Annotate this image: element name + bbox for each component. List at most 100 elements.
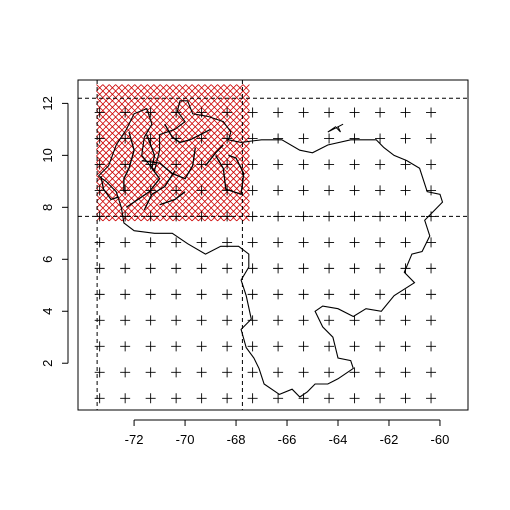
fine-cross-marker	[230, 207, 237, 215]
fine-cross-marker	[223, 168, 231, 176]
fine-cross-marker	[102, 123, 110, 131]
fine-cross-marker	[185, 201, 193, 209]
fine-cross-marker	[147, 84, 155, 92]
coarse-plus-marker	[375, 159, 386, 170]
coarse-plus-marker	[222, 159, 233, 170]
fine-cross-marker	[115, 175, 123, 183]
fine-cross-marker	[140, 207, 148, 215]
fine-cross-marker	[198, 155, 206, 163]
fine-cross-marker	[166, 110, 174, 118]
coarse-plus-marker	[324, 107, 335, 118]
fine-cross-marker	[204, 103, 212, 111]
fine-cross-marker	[242, 175, 250, 183]
fine-cross-marker	[217, 194, 225, 202]
coarse-plus-marker	[171, 107, 182, 118]
fine-cross-marker	[134, 207, 142, 215]
coarse-plus-marker	[273, 237, 284, 248]
coarse-plus-marker	[171, 393, 182, 404]
fine-cross-marker	[128, 103, 136, 111]
fine-cross-marker	[223, 142, 231, 150]
fine-cross-marker	[198, 103, 206, 111]
fine-cross-marker	[230, 181, 237, 189]
coarse-plus-marker	[120, 315, 131, 326]
coarse-plus-marker	[400, 367, 411, 378]
fine-cross-marker	[108, 90, 116, 98]
fine-cross-marker	[159, 175, 167, 183]
fine-cross-marker	[191, 188, 199, 196]
coarse-plus-marker	[94, 341, 105, 352]
fine-cross-marker	[217, 103, 225, 111]
fine-cross-marker	[185, 123, 193, 131]
fine-cross-marker	[102, 162, 110, 170]
coarse-plus-marker	[171, 133, 182, 144]
fine-cross-marker	[166, 155, 174, 163]
fine-cross-marker	[230, 129, 237, 137]
coarse-plus-marker	[298, 237, 309, 248]
coarse-plus-marker	[247, 107, 258, 118]
fine-cross-marker	[166, 142, 174, 150]
fine-cross-marker	[121, 168, 129, 176]
fine-cross-marker	[230, 214, 237, 222]
fine-cross-marker	[121, 194, 129, 202]
fine-cross-marker	[230, 149, 237, 157]
coarse-plus-marker	[426, 159, 437, 170]
coarse-plus-marker	[349, 341, 360, 352]
y-axis: 2 4 6 8 10 12	[40, 96, 69, 367]
coarse-plus-marker	[196, 159, 207, 170]
fine-cross-marker	[121, 181, 129, 189]
fine-cross-marker	[179, 149, 186, 157]
fine-cross-marker	[191, 149, 199, 157]
coarse-plus-marker	[196, 263, 207, 274]
fine-cross-marker	[166, 214, 174, 222]
coarse-plus-marker	[298, 263, 309, 274]
fine-cross-marker	[198, 168, 206, 176]
fine-cross-marker	[230, 162, 237, 170]
fine-cross-marker	[153, 123, 161, 131]
fine-cross-marker	[115, 181, 123, 189]
fine-cross-marker	[172, 116, 180, 124]
fine-cross-marker	[102, 136, 110, 144]
fine-cross-marker	[230, 142, 237, 150]
fine-cross-marker	[230, 194, 237, 202]
coarse-plus-marker	[222, 289, 233, 300]
coarse-plus-marker	[196, 367, 207, 378]
coarse-plus-marker	[247, 367, 258, 378]
fine-cross-marker	[198, 194, 206, 202]
coarse-plus-marker	[349, 185, 360, 196]
fine-cross-marker	[108, 175, 116, 183]
y-tick-label: 12	[40, 96, 55, 110]
coarse-plus-marker	[120, 341, 131, 352]
coarse-plus-marker	[171, 263, 182, 274]
fine-cross-marker	[115, 103, 123, 111]
y-tick-label: 10	[40, 148, 55, 162]
coarse-plus-marker	[273, 367, 284, 378]
island-outline	[327, 123, 344, 133]
coarse-plus-marker	[120, 393, 131, 404]
fine-cross-marker	[134, 129, 142, 137]
fine-cross-marker	[223, 103, 231, 111]
fine-cross-marker	[140, 90, 148, 98]
fine-cross-marker	[166, 162, 174, 170]
fine-cross-marker	[191, 103, 199, 111]
fine-cross-marker	[159, 110, 167, 118]
fine-cross-marker	[242, 142, 250, 150]
coarse-plus-marker	[222, 133, 233, 144]
fine-cross-marker	[198, 201, 206, 209]
fine-cross-marker	[198, 116, 206, 124]
internal-border-line	[164, 123, 211, 144]
fine-cross-marker	[108, 103, 116, 111]
fine-cross-marker	[230, 84, 237, 92]
fine-cross-marker	[108, 168, 116, 176]
coarse-plus-marker	[324, 185, 335, 196]
coarse-plus-marker	[196, 315, 207, 326]
coarse-plus-marker	[94, 393, 105, 404]
fine-cross-marker	[134, 149, 142, 157]
x-tick-label: -70	[176, 432, 195, 447]
coarse-plus-marker	[349, 315, 360, 326]
fine-cross-marker	[210, 168, 218, 176]
fine-cross-marker	[179, 142, 186, 150]
y-tick-label: 2	[40, 360, 55, 367]
fine-cross-marker	[128, 123, 136, 131]
fine-cross-marker	[140, 168, 148, 176]
fine-cross-marker	[210, 110, 218, 118]
